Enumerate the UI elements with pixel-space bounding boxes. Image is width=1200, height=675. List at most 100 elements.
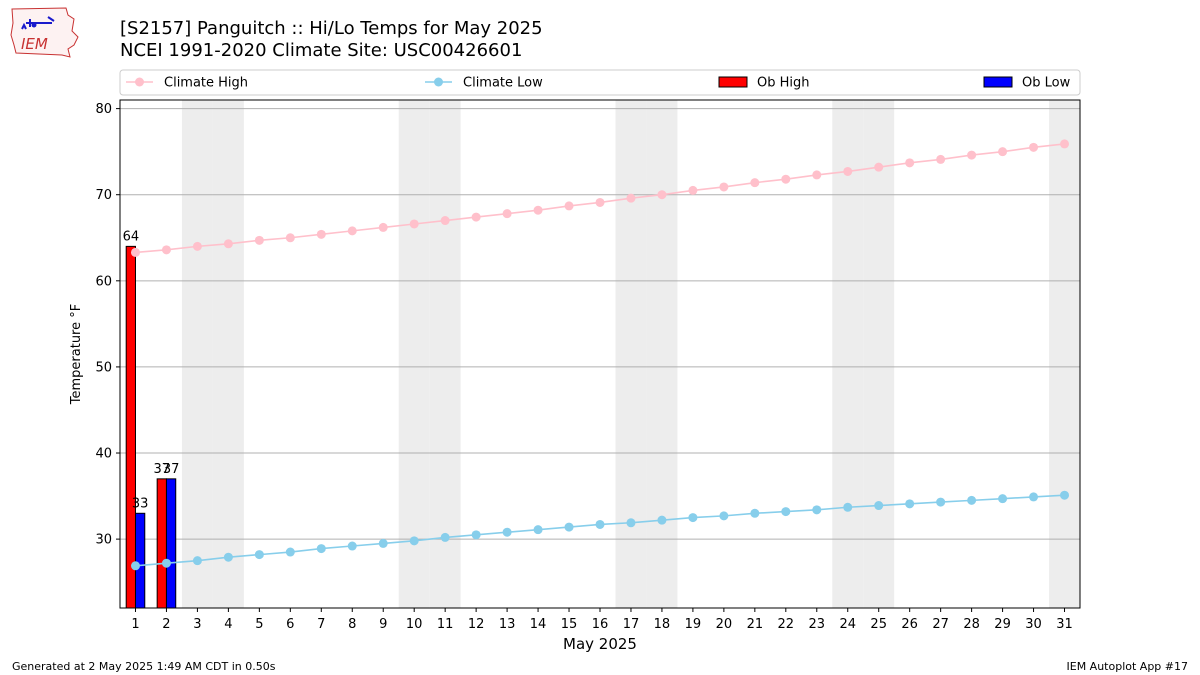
climate-low-point-11 [440,532,450,542]
climate-low-point-20 [719,511,729,521]
climate-low-point-4 [223,552,233,562]
logo-text: IEM [21,35,48,53]
climate-high-point-25 [874,162,884,172]
x-tick-label-28: 28 [963,617,980,632]
climate-low-point-2 [161,558,171,568]
weekend-band-18 [646,100,678,608]
weekend-band-11 [429,100,461,608]
x-tick-label-6: 6 [286,617,294,632]
climate-high-point-24 [843,166,853,176]
climate-low-point-29 [998,494,1008,504]
climate-high-point-9 [378,222,388,232]
climate-low-point-26 [905,499,915,509]
ob-high-bar-label-2: 37 [154,462,171,477]
climate-high-point-10 [409,219,419,229]
ob-low-bar-label-1: 33 [132,496,149,511]
legend-item-ob-low-label: Ob Low [1022,76,1071,91]
ob-high-bar-2 [156,478,167,609]
weekend-band-17 [615,100,647,608]
weekend-bands [181,100,1080,608]
climate-lines [130,139,1070,571]
climate-low-point-14 [533,525,543,535]
climate-high-point-18 [657,190,667,200]
x-tick-label-12: 12 [468,617,485,632]
x-tick-label-27: 27 [932,617,949,632]
climate-low-point-3 [192,556,202,566]
climate-low-point-12 [471,530,481,540]
ob-high-bar-1 [125,245,136,609]
climate-low-line [135,494,1065,567]
climate-high-point-16 [595,197,605,207]
weekend-band-24 [832,100,864,608]
plot-frame [119,99,1081,609]
climate-high-point-19 [688,185,698,195]
climate-high-point-3 [192,241,202,251]
x-tick-label-2: 2 [162,617,170,632]
x-tick-label-22: 22 [778,617,795,632]
chart-subtitle: NCEI 1991-2020 Climate Site: USC00426601 [120,40,523,61]
climate-high-point-22 [781,174,791,184]
climate-high-point-8 [347,226,357,236]
x-axis: 1 2 3 4 5 6 7 8 9 10 11 12 13 14 15 16 17 18 19 20 21 22 23 24 2… [131,608,1073,632]
ob-low-bar-1 [134,512,146,609]
climate-low-point-23 [812,505,822,515]
legend-item-climate-high-label: Climate High [164,76,248,91]
climate-low-point-6 [285,547,295,557]
x-tick-label-18: 18 [654,617,671,632]
ob-low-bar-label-2: 37 [163,462,180,477]
ob-low-bar-2 [165,478,177,609]
climate-low-point-7 [316,544,326,554]
climate-high-point-2 [161,245,171,255]
grid-lines [120,108,1080,540]
climate-low-point-24 [843,502,853,512]
climate-high-point-21 [750,178,760,188]
y-tick-label-50: 50 [95,360,112,375]
x-tick-label-16: 16 [592,617,609,632]
climate-high-point-15 [564,201,574,211]
climate-low-point-9 [378,538,388,548]
x-tick-label-11: 11 [437,617,454,632]
footer-app-id: IEM Autoplot App #17 [1066,660,1189,673]
x-tick-label-5: 5 [255,617,263,632]
climate-low-point-22 [781,507,791,517]
legend-item-ob-high-swatch [718,76,748,88]
climate-low-point-1 [130,561,140,571]
weekend-band-31 [1049,100,1080,608]
y-tick-label-40: 40 [95,447,112,462]
legend-item-climate-high-marker [135,77,144,87]
legend-item-climate-low-label: Climate Low [463,76,543,91]
footer-generated: Generated at 2 May 2025 1:49 AM CDT in 0… [12,660,276,673]
y-axis: 30 40 50 60 70 80 [95,102,120,548]
climate-low-point-28 [967,495,977,505]
legend: Climate High Climate Low Ob High Ob Low [119,69,1081,96]
ob-high-bar-label-1: 64 [123,229,140,244]
climate-high-point-11 [440,216,450,226]
iem-logo: IEM [10,7,79,58]
climate-high-point-30 [1029,142,1039,152]
climate-high-point-26 [905,158,915,168]
climate-low-point-31 [1060,490,1070,500]
climate-low-point-5 [254,550,264,560]
weekend-band-10 [398,100,430,608]
x-tick-label-7: 7 [317,617,325,632]
weekend-band-4 [212,100,244,608]
x-tick-label-24: 24 [839,617,856,632]
x-axis-label: May 2025 [563,635,637,653]
weekend-band-3 [181,100,213,608]
climate-low-point-16 [595,519,605,529]
x-tick-label-15: 15 [561,617,578,632]
x-tick-label-4: 4 [224,617,232,632]
climate-high-point-13 [502,209,512,219]
climate-high-point-28 [967,150,977,160]
climate-high-point-1 [130,247,140,257]
climate-low-point-25 [874,501,884,511]
x-tick-label-20: 20 [716,617,733,632]
y-tick-label-30: 30 [95,533,112,548]
observation-bars [125,245,177,609]
climate-low-point-15 [564,522,574,532]
x-tick-label-19: 19 [685,617,702,632]
legend-frame [119,69,1081,96]
climate-high-point-17 [626,193,636,203]
climate-high-point-31 [1060,139,1070,149]
